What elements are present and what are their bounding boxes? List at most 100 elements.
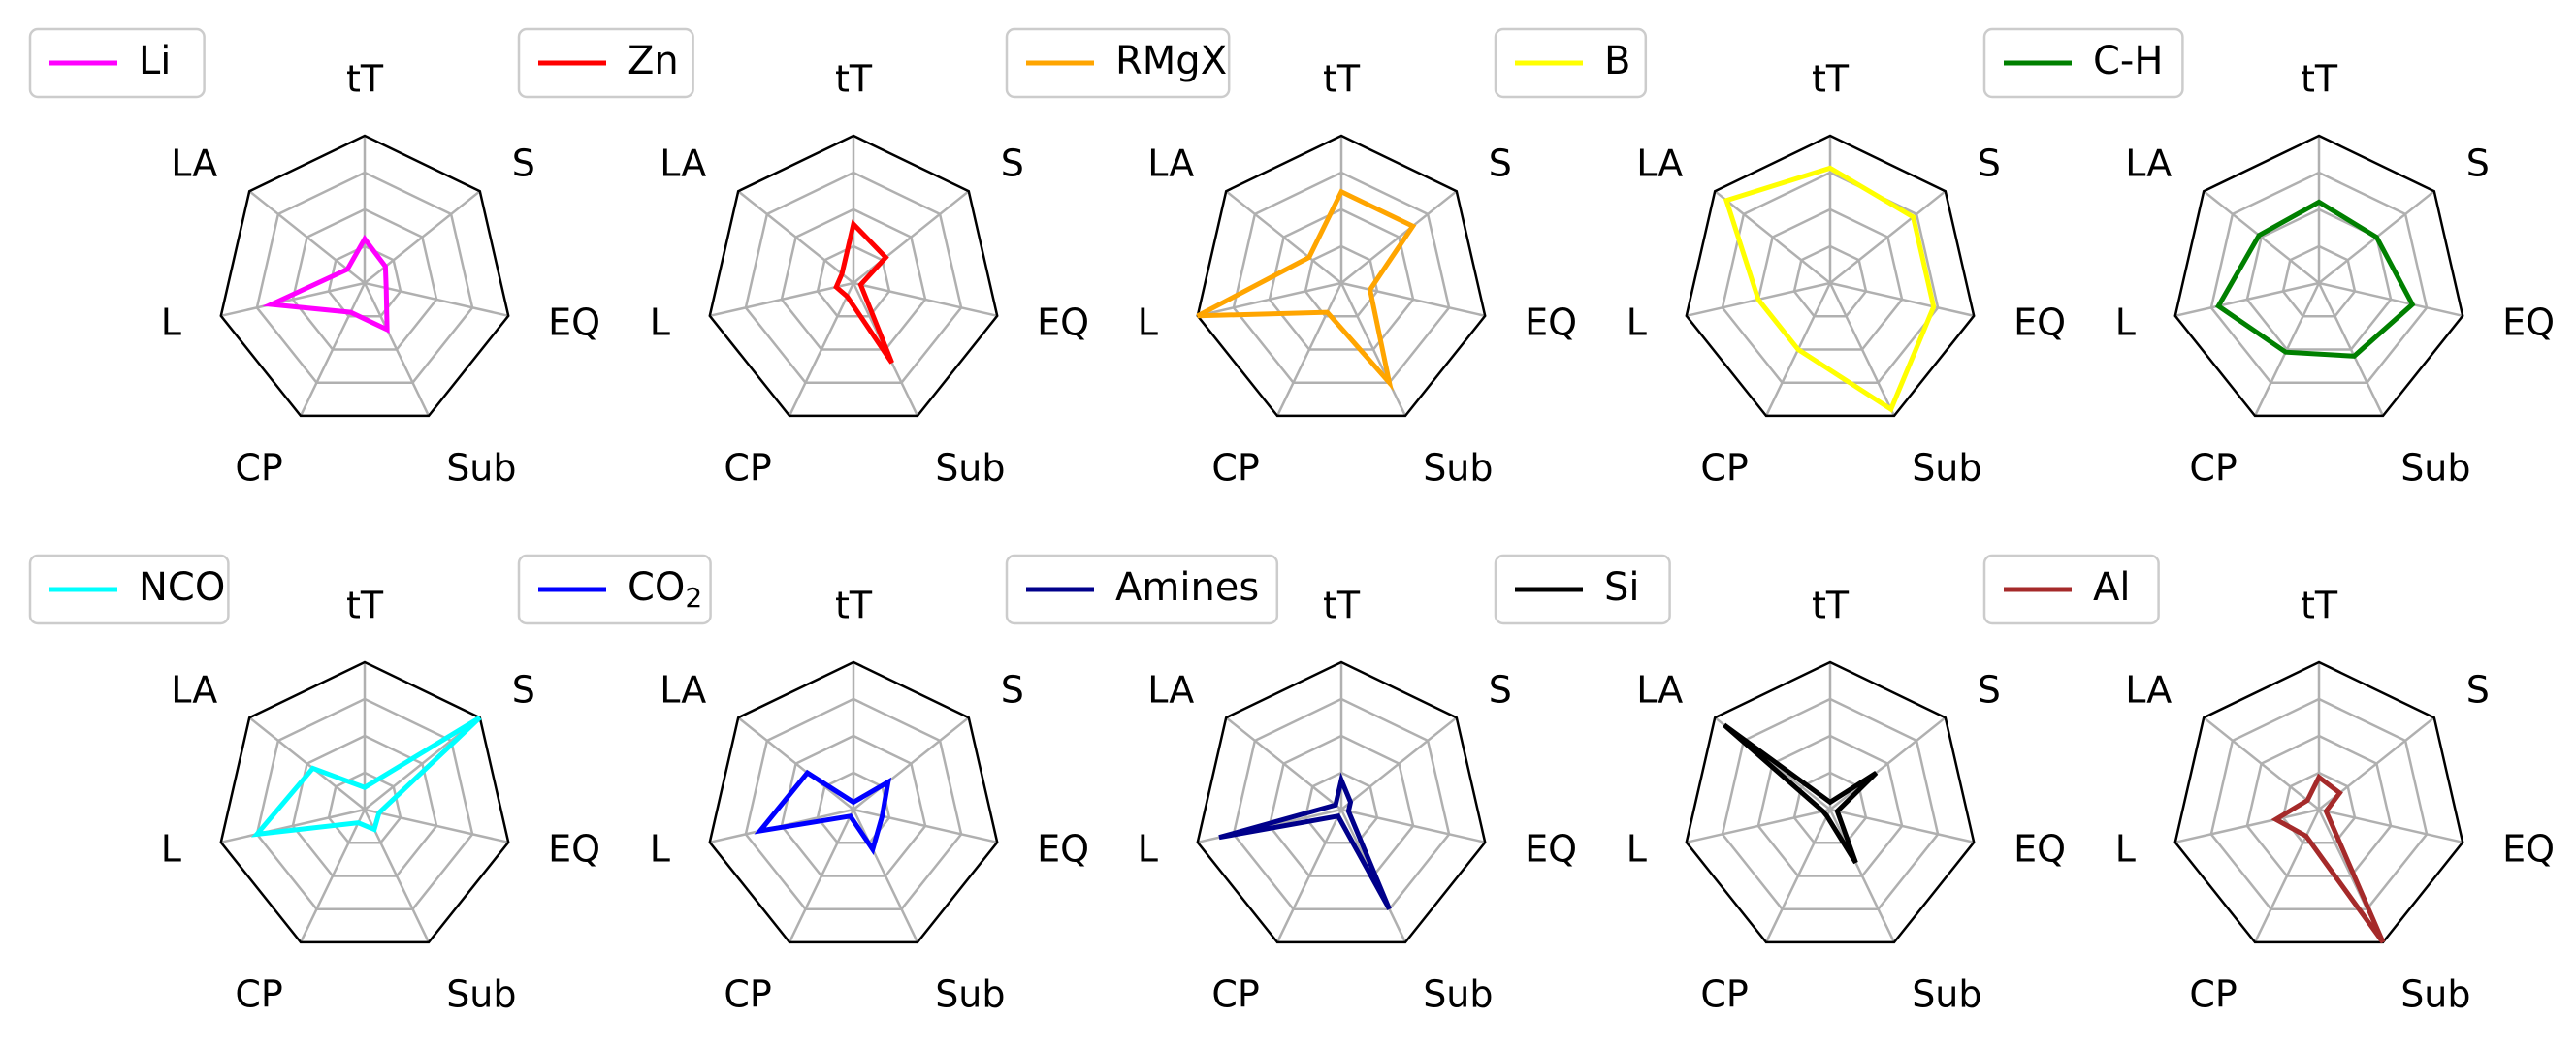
axis-label-eq: EQ	[2013, 828, 2066, 871]
spoke-line	[220, 808, 366, 844]
spoke-line	[1829, 716, 1947, 811]
outer-frame	[2174, 134, 2464, 418]
axis-label-l: L	[161, 302, 181, 344]
spoke-line	[2318, 808, 2463, 844]
axis-label-la: LA	[2125, 143, 2172, 185]
axis-label-l: L	[2115, 828, 2136, 871]
legend-label: Zn	[628, 39, 679, 83]
legend-label: Si	[1604, 565, 1640, 610]
axis-label-sub: Sub	[935, 446, 1005, 489]
axis-label-s: S	[1001, 143, 1024, 185]
series-line-al	[2270, 773, 2386, 944]
legend-label: B	[1604, 39, 1630, 83]
grid-ring	[255, 171, 474, 384]
axis-label-l: L	[1138, 302, 1158, 344]
spoke-line	[220, 281, 366, 318]
spoke-line	[709, 281, 854, 318]
radar-panel-9: tT S EQ Sub CP L LA Si	[1494, 554, 2066, 1015]
grid-ring	[2281, 771, 2357, 844]
axis-label-la: LA	[660, 143, 706, 185]
spoke-line	[364, 808, 509, 844]
outer-frame	[708, 660, 999, 944]
grid-ring	[1232, 171, 1451, 384]
radar-panel-8: tT S EQ Sub CP L LA Amines	[1005, 554, 1577, 1015]
axis-label-cp: CP	[724, 972, 771, 1015]
spoke-line	[1829, 281, 1975, 318]
axis-label-cp: CP	[235, 446, 282, 489]
axis-label-sub: Sub	[1423, 972, 1493, 1015]
axis-label-l: L	[1626, 828, 1647, 871]
axis-label-eq: EQ	[1525, 302, 1577, 344]
spoke-line	[1714, 190, 1831, 284]
grid-ring	[2209, 171, 2429, 384]
axis-label-la: LA	[1147, 143, 1194, 185]
series-line-nco	[250, 716, 482, 838]
outer-frame	[1685, 660, 1976, 944]
grid-ring	[1304, 244, 1379, 318]
axis-label-l: L	[650, 828, 670, 871]
legend-box	[28, 554, 230, 625]
spoke-line	[1340, 281, 1486, 318]
series-line-li	[262, 234, 390, 334]
axis-label-eq: EQ	[548, 302, 600, 344]
spoke-line	[737, 190, 854, 284]
spoke-line	[1828, 282, 1896, 417]
spoke-line	[2174, 281, 2320, 318]
legend-box	[1005, 554, 1279, 625]
axis-label-s: S	[1489, 669, 1512, 712]
spoke-line	[1828, 809, 1896, 943]
series-line-co	[754, 769, 892, 855]
spoke-line	[1829, 190, 1947, 284]
grid-ring	[1268, 207, 1415, 351]
axis-label-cp: CP	[235, 972, 282, 1015]
radar-panel-6: tT S EQ Sub CP L LA NCO	[28, 554, 600, 1015]
radar-panel-10: tT S EQ Sub CP L LA Al	[1982, 554, 2555, 1015]
spoke-line	[2203, 190, 2320, 284]
radar-panel-2: tT S EQ Sub CP L LA Zn	[517, 27, 1089, 489]
axis-label-cp: CP	[1211, 972, 1259, 1015]
spoke-line	[2253, 809, 2321, 943]
spoke-line	[1275, 809, 1343, 943]
outer-frame	[708, 134, 999, 418]
spoke-line	[853, 190, 970, 284]
axis-label-sub: Sub	[935, 972, 1005, 1015]
axis-label-eq: EQ	[1037, 828, 1089, 871]
grid-ring	[2245, 207, 2393, 351]
grid-ring	[816, 771, 891, 844]
spoke-line	[299, 809, 367, 943]
grid-ring	[2209, 697, 2429, 910]
axis-label-l: L	[1138, 828, 1158, 871]
spoke-line	[248, 716, 366, 811]
axis-label-tt: tT	[2301, 58, 2338, 101]
legend-box	[1982, 27, 2184, 99]
spoke-line	[1225, 716, 1342, 811]
grid-ring	[744, 697, 963, 910]
spoke-line	[737, 716, 854, 811]
axis-label-cp: CP	[2189, 446, 2237, 489]
spoke-line	[788, 809, 855, 943]
axis-label-tt: tT	[1812, 585, 1850, 627]
series-line-si	[1723, 722, 1879, 865]
spoke-line	[1339, 282, 1407, 417]
spoke-line	[1764, 809, 1832, 943]
axis-label-sub: Sub	[1423, 446, 1493, 489]
spoke-line	[853, 808, 998, 844]
axis-label-la: LA	[1147, 669, 1194, 712]
grid-ring	[1756, 734, 1904, 877]
legend-label: Li	[139, 39, 171, 83]
spoke-line	[2253, 282, 2321, 417]
spoke-line	[853, 281, 998, 318]
axis-label-s: S	[1978, 669, 2001, 712]
spoke-line	[2174, 808, 2320, 844]
legend-box	[1005, 27, 1231, 99]
grid-ring	[1232, 697, 1451, 910]
grid-ring	[1756, 207, 1904, 351]
grid-ring	[2281, 244, 2357, 318]
axis-label-sub: Sub	[446, 972, 516, 1015]
grid-ring	[780, 734, 927, 877]
spoke-line	[2317, 282, 2385, 417]
axis-label-la: LA	[1636, 143, 1683, 185]
axis-label-la: LA	[2125, 669, 2172, 712]
